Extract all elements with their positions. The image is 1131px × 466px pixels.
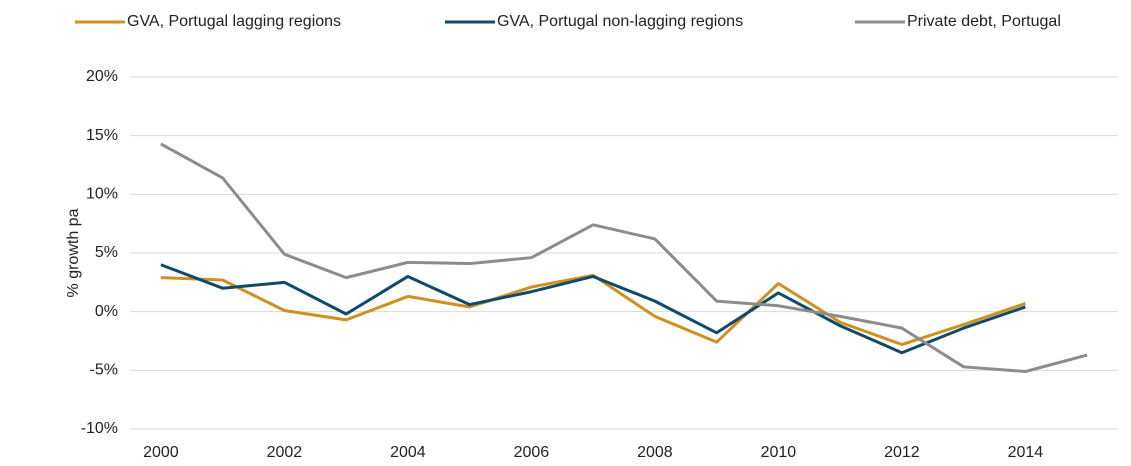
x-tick-label: 2004 [390,444,426,461]
y-tick-label: 15% [86,127,118,144]
y-tick-label: 5% [95,244,118,261]
x-tick-label: 2002 [267,444,303,461]
y-axis-label: % growth pa [65,208,82,297]
x-tick-label: 2000 [143,444,179,461]
x-tick-label: 2012 [884,444,920,461]
y-tick-label: -10% [81,420,118,437]
y-tick-label: 20% [86,68,118,85]
series-line [160,142,1088,374]
y-tick-label: 10% [86,186,118,203]
y-tick-label: 0% [95,303,118,320]
x-tick-label: 2008 [637,444,673,461]
legend-label: GVA, Portugal non-lagging regions [497,13,743,30]
legend-label: GVA, Portugal lagging regions [127,13,341,30]
series-line [160,263,1026,355]
x-tick-label: 2010 [761,444,797,461]
y-tick-label: -5% [90,362,118,379]
legend-label: Private debt, Portugal [907,13,1061,30]
x-tick-label: 2014 [1008,444,1044,461]
x-tick-label: 2006 [514,444,550,461]
